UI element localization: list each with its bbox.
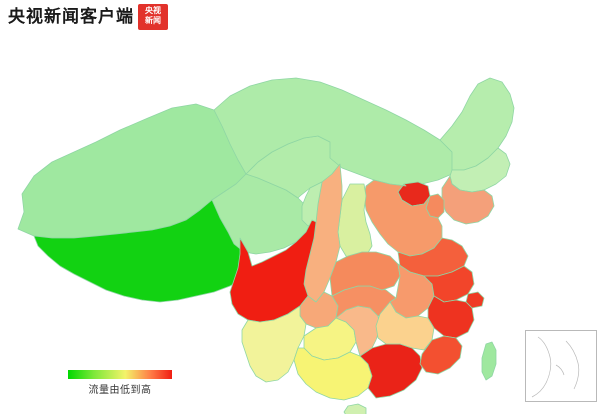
- page-title: 央视新闻客户端: [8, 7, 134, 27]
- region-hainan[interactable]: [343, 403, 367, 414]
- legend-label: 流量由低到高: [88, 385, 152, 396]
- map-inset-svg: [531, 336, 580, 398]
- region-hebei[interactable]: [363, 179, 443, 257]
- legend-gradient-bar: [68, 370, 172, 379]
- region-jiangxi[interactable]: [375, 301, 435, 351]
- map-inset-frame: [525, 330, 597, 402]
- legend: 流量由低到高: [68, 370, 172, 396]
- region-fujian[interactable]: [419, 335, 463, 375]
- cctv-news-logo-icon: 央视 新闻: [138, 4, 168, 30]
- china-map[interactable]: 流量由低到高: [0, 34, 605, 414]
- region-henan[interactable]: [329, 251, 401, 297]
- region-sichuan[interactable]: [229, 219, 317, 323]
- region-jiangsu[interactable]: [423, 265, 475, 303]
- region-guangxi[interactable]: [293, 347, 373, 401]
- region-ningxia[interactable]: [301, 181, 323, 227]
- logo-line-2: 新闻: [145, 16, 161, 25]
- app-header: 央视新闻客户端 央视 新闻: [0, 0, 605, 34]
- logo-line-1: 央视: [145, 6, 161, 15]
- china-provinces-svg[interactable]: [0, 34, 605, 414]
- region-taiwan[interactable]: [481, 341, 497, 381]
